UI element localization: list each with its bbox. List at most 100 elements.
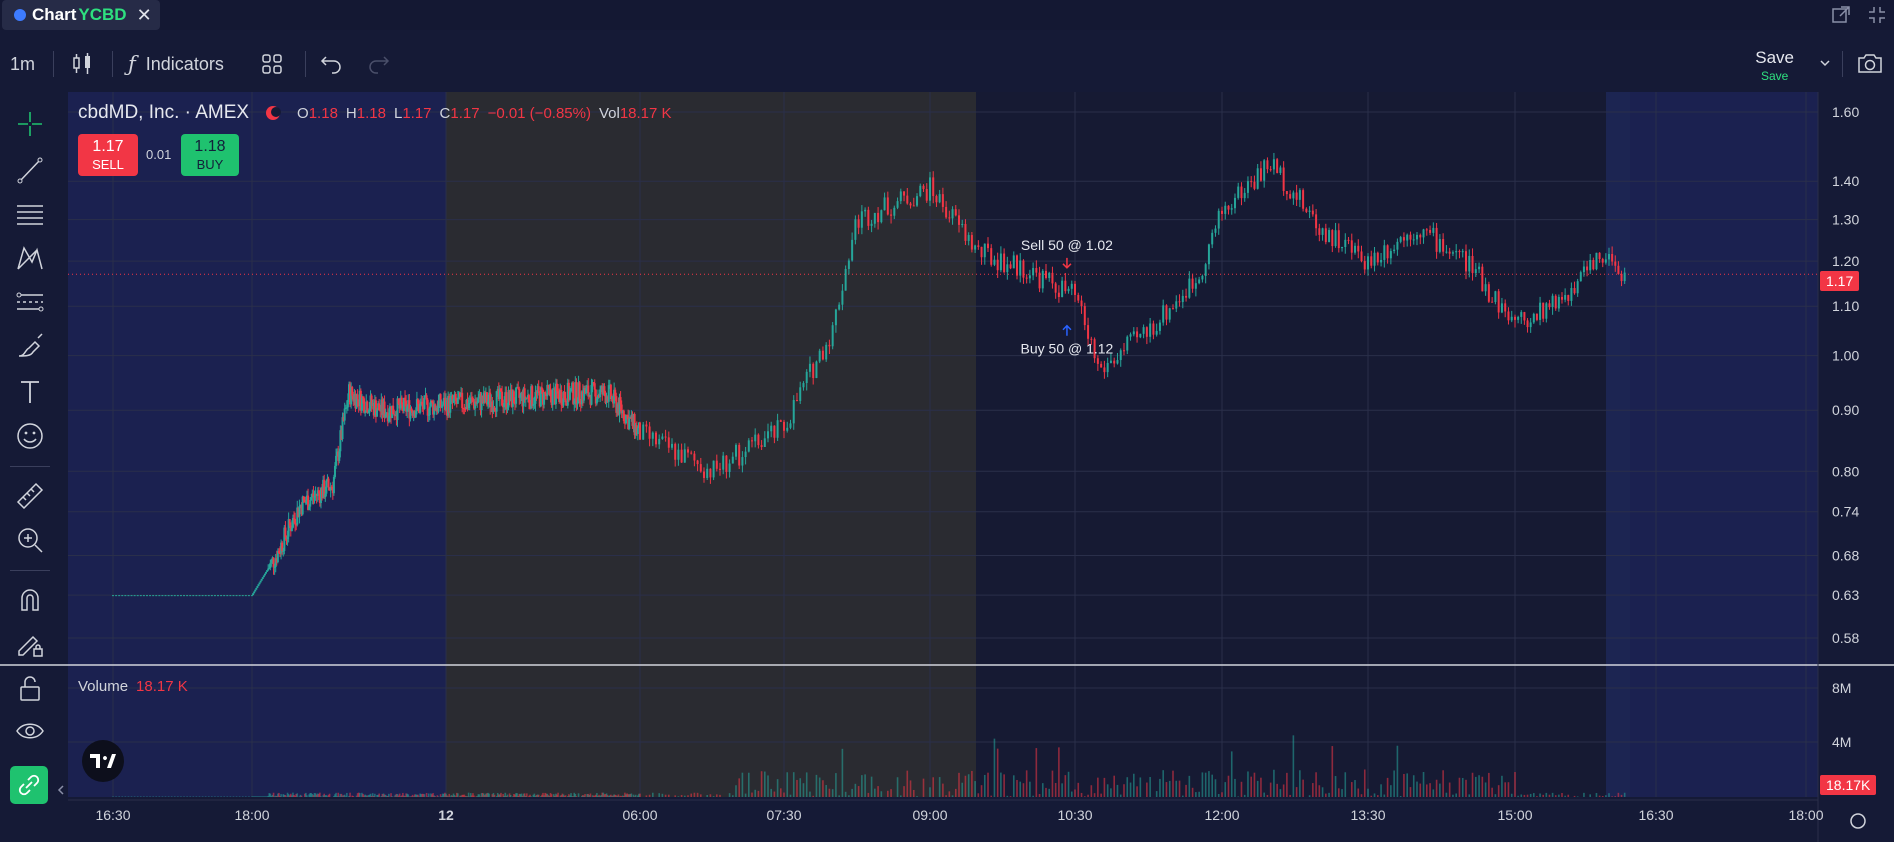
redo-icon[interactable] xyxy=(366,53,390,75)
tradingview-logo[interactable] xyxy=(82,740,124,782)
candle-body xyxy=(331,487,334,494)
candle-body xyxy=(808,363,811,372)
price-tick-label: 0.80 xyxy=(1832,463,1859,479)
symbol-name[interactable]: cbdMD, Inc. · AMEX xyxy=(78,102,250,123)
close-tab-icon[interactable]: ✕ xyxy=(136,4,152,25)
emoji-tool-icon[interactable] xyxy=(12,418,48,454)
candle-body xyxy=(315,494,318,496)
collapse-toolbar-icon[interactable] xyxy=(57,784,65,796)
candle-body xyxy=(883,197,886,211)
volume-bar xyxy=(1123,784,1125,797)
sell-button[interactable]: 1.17 SELL xyxy=(78,134,138,176)
regular-session-background xyxy=(976,92,1606,797)
candle-body xyxy=(145,595,148,597)
candle-body xyxy=(485,392,488,405)
candle-body xyxy=(274,558,277,568)
unlock-icon[interactable] xyxy=(12,670,48,706)
candle-body xyxy=(452,399,455,403)
candle-body xyxy=(554,383,557,405)
candle-body xyxy=(445,400,447,410)
candle-body xyxy=(447,395,450,416)
low-value: 1.17 xyxy=(402,104,432,122)
candle-body xyxy=(579,400,582,405)
volume-bar xyxy=(118,796,120,797)
volume-bar xyxy=(340,793,343,797)
volume-bar xyxy=(545,793,548,797)
volume-bar xyxy=(323,793,326,797)
crosshair-tool-icon[interactable] xyxy=(12,106,48,142)
volume-bar xyxy=(563,795,566,797)
candle-body xyxy=(275,558,278,563)
volume-bar xyxy=(605,793,608,797)
save-button[interactable]: Save Save xyxy=(1755,48,1794,83)
undo-icon[interactable] xyxy=(320,53,344,75)
volume-bar xyxy=(1256,780,1259,797)
volume-bar xyxy=(1201,772,1204,797)
open-external-icon[interactable] xyxy=(1830,4,1852,26)
interval-button[interactable]: 1m xyxy=(10,40,35,88)
indicators-button[interactable]: ƒ Indicators xyxy=(128,40,224,88)
volume-bar xyxy=(504,792,507,797)
magnet-icon[interactable] xyxy=(12,582,48,618)
lock-drawing-icon[interactable] xyxy=(12,626,48,662)
volume-bar xyxy=(1172,770,1174,797)
candle-body xyxy=(1481,266,1484,292)
volume-bar xyxy=(245,796,247,797)
volume-bar xyxy=(399,796,402,797)
chevron-down-icon[interactable] xyxy=(1818,56,1832,70)
volume-bar xyxy=(693,792,696,797)
candle-body xyxy=(343,408,346,421)
ruler-tool-icon[interactable] xyxy=(12,478,48,514)
volume-bar xyxy=(1445,792,1448,797)
volume-bar xyxy=(1510,793,1513,797)
candle-body xyxy=(1207,244,1210,265)
candle-body xyxy=(549,388,552,397)
volume-bar xyxy=(372,796,375,797)
volume-bar xyxy=(374,793,376,797)
time-tick-label: 07:30 xyxy=(766,807,801,823)
volume-bar xyxy=(533,793,536,797)
camera-icon[interactable] xyxy=(1856,50,1884,76)
volume-bar xyxy=(637,795,639,797)
volume-bar xyxy=(1247,771,1249,797)
sell-price: 1.17 xyxy=(92,138,124,155)
candle-body xyxy=(683,449,686,463)
prediction-tool-icon[interactable] xyxy=(12,284,48,320)
pattern-tool-icon[interactable] xyxy=(12,240,48,276)
candle-body xyxy=(893,207,896,216)
volume-bar xyxy=(1542,794,1544,797)
volume-bar xyxy=(274,795,277,797)
volume-bar xyxy=(1328,792,1330,797)
templates-grid-icon[interactable] xyxy=(261,53,283,75)
candle-body xyxy=(369,395,372,409)
volume-bar xyxy=(595,794,597,797)
visibility-icon[interactable] xyxy=(12,714,48,750)
volume-bar xyxy=(522,793,525,797)
volume-bar xyxy=(1412,775,1415,797)
candle-body xyxy=(559,389,562,402)
fib-retracement-tool-icon[interactable] xyxy=(12,196,48,232)
candle-body xyxy=(312,493,315,498)
collapse-icon[interactable] xyxy=(1866,4,1888,26)
candle-body xyxy=(502,405,505,408)
candle-body xyxy=(1406,234,1409,241)
volume-bar xyxy=(195,796,198,797)
buy-button[interactable]: 1.18 BUY xyxy=(181,134,239,176)
trend-line-tool-icon[interactable] xyxy=(12,152,48,188)
text-tool-icon[interactable] xyxy=(12,374,48,410)
chart-tab[interactable]: Chart YCBD ✕ xyxy=(2,0,160,30)
candle-body xyxy=(948,217,951,219)
candle-body xyxy=(648,426,651,439)
volume-bar xyxy=(408,796,411,797)
volume-bar xyxy=(1048,788,1051,797)
candlestick-type-icon[interactable] xyxy=(70,52,94,76)
volume-bar xyxy=(1208,771,1210,797)
volume-bar xyxy=(316,793,319,797)
zoom-in-icon[interactable] xyxy=(12,522,48,558)
volume-bar xyxy=(480,793,483,797)
volume-bar xyxy=(613,794,615,797)
brush-tool-icon[interactable] xyxy=(12,328,48,364)
volume-bar xyxy=(260,796,263,797)
link-sync-icon[interactable] xyxy=(10,766,48,804)
